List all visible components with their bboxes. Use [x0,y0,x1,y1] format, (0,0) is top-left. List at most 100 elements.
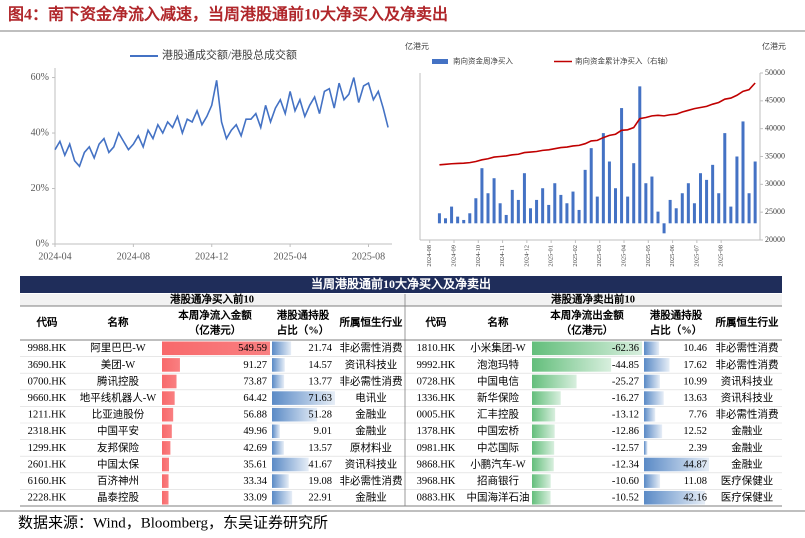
bar [474,198,478,224]
bar [686,183,690,224]
table-cell: 9.01 [314,426,332,437]
bar [711,164,715,224]
bar [614,188,617,224]
cell-data-bar [532,441,555,455]
table-cell: 中芯国际 [477,441,519,454]
cell-data-bar [644,490,706,505]
cell-data-bar [272,341,292,356]
series-line [54,77,389,168]
table-cell: 1211.HK [28,410,67,421]
x-tick-label: 2025-05 [645,245,652,267]
group-header-bg [20,294,782,306]
table-cell: 资讯科技业 [721,391,774,404]
cell-data-bar [162,341,270,356]
table-cell: 7.76 [689,410,707,421]
cell-data-bar [644,391,664,405]
bar [444,218,447,224]
table-cell: 中国电信 [477,374,519,387]
column-header: （亿港元） [561,323,614,336]
bar [699,173,702,224]
bar [565,203,569,224]
cell-data-bar [532,407,556,422]
table-cell: 资讯科技业 [345,457,398,470]
bar [735,156,739,224]
y-axis-label: 亿港元 [405,41,429,51]
legend-label: 港股通成交额/港股总成交额 [162,48,297,62]
y2-tick-label: 20000 [765,235,785,244]
bar [577,209,581,224]
cell-data-bar [162,457,169,472]
bar [674,208,678,224]
bar [535,199,539,224]
table-cell: 49.96 [243,426,267,437]
table-cell: 6160.HK [28,476,67,487]
table-cell: 中国太保 [97,457,139,470]
column-header: 占比（%） [650,323,703,336]
table-cell: 中国宏桥 [477,424,519,437]
cell-data-bar [532,490,551,505]
table-cell: -16.27 [612,393,639,404]
bar [729,206,733,224]
table-cell: 汇丰控股 [477,408,519,421]
bar [547,204,551,224]
cell-data-bar [644,407,656,422]
table-cell: 友邦保险 [97,441,139,454]
bar [753,161,757,224]
table-cell: -12.34 [612,459,640,470]
table-cell: 原材料业 [350,441,392,454]
bar [553,183,557,224]
table-cell: 非必需性消费 [716,358,779,371]
table-cell: 11.08 [684,476,707,487]
column-header: 港股通持股 [650,308,703,321]
bar [571,191,575,224]
bar [692,203,696,224]
bar [529,208,532,224]
column-header: 所属恒生行业 [340,315,403,328]
group-header: 港股通净买入前10 [170,292,254,305]
cell-data-bar [272,441,284,455]
table-cell: 中国平安 [97,424,139,437]
bar [541,188,545,224]
bar [644,183,648,224]
y2-tick-label: 50000 [765,68,785,77]
cell-data-bar [162,374,177,389]
table-cell: 0005.HK [417,410,456,421]
table-cell: 2228.HK [28,493,67,504]
table-cell: 44.87 [683,459,707,470]
bar [595,196,599,224]
table-cell: 0883.HK [417,493,456,504]
column-header: 代码 [36,315,58,328]
table-cell: 9868.HK [417,459,456,470]
table-cell: 10.46 [683,343,707,354]
y-tick-label: 20% [31,183,49,194]
table-cell: 3968.HK [417,476,456,487]
y2-tick-label: 35000 [765,151,785,160]
bar [504,214,508,224]
table-cell: 0981.HK [417,443,456,454]
cell-data-bar [162,474,169,488]
cell-data-bar [272,358,285,372]
table-cell: 12.52 [683,426,707,437]
cell-data-bar [162,391,175,405]
table-cell: 9992.HK [417,360,456,371]
bar [559,194,563,224]
table-cell: 金融业 [731,424,763,437]
bar [741,121,745,224]
table-cell: 73.87 [243,376,267,387]
bar [717,193,721,224]
bar [656,211,660,224]
table-cell: 549.59 [238,343,267,354]
cell-data-bar [532,341,642,356]
bar [462,219,466,224]
cell-data-bar [532,358,612,372]
table-cell: 64.42 [243,393,267,404]
table-cell: 13.77 [308,376,332,387]
x-tick-label: 2025-02 [572,245,579,267]
table-cell: 1336.HK [417,393,456,404]
column-header: 名称 [108,315,129,328]
bar [747,193,751,224]
y-tick-label: 40% [31,127,49,138]
legend-label: 南向资金周净买入 [453,56,513,66]
bar [638,86,642,224]
